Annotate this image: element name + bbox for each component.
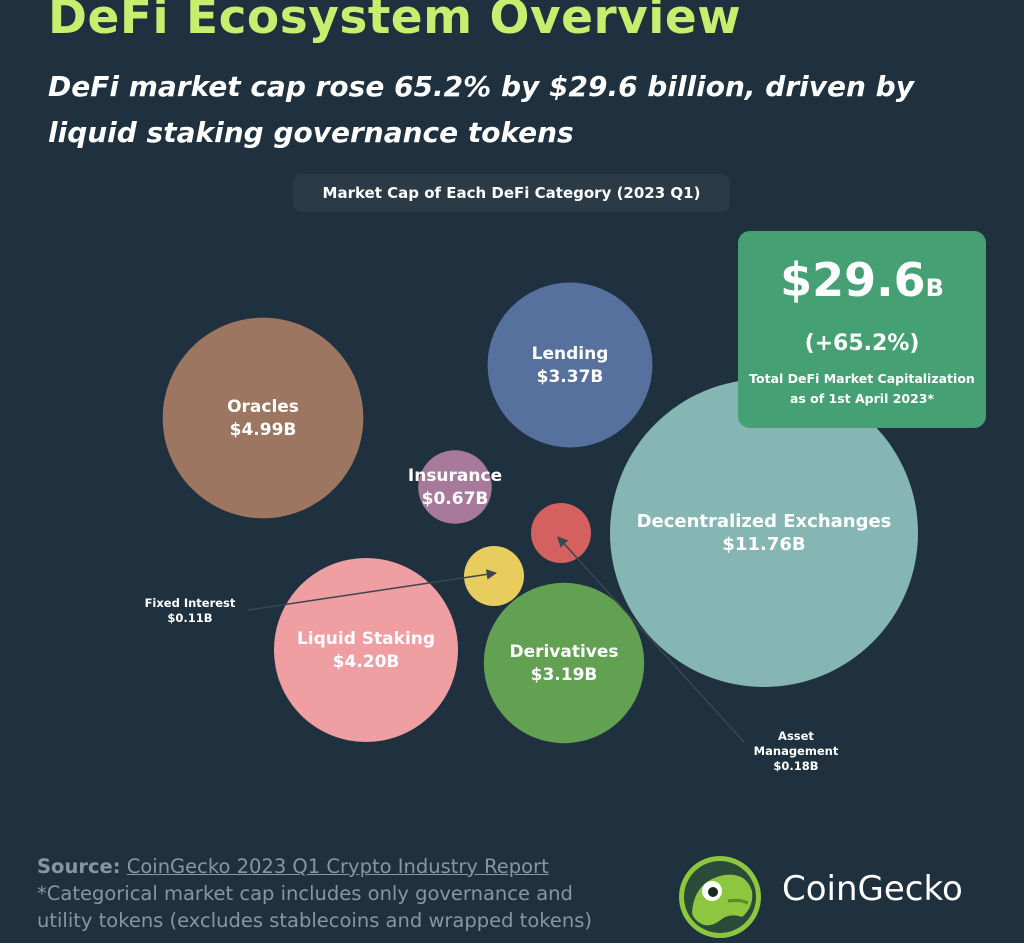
bubble-label-decentralized-exchanges: Decentralized Exchanges [637, 511, 892, 532]
bubble-lending [487, 282, 653, 448]
bubble-value-decentralized-exchanges: $11.76B [722, 534, 805, 555]
bubble-oracles [162, 317, 364, 519]
bubbles [162, 282, 918, 744]
bubble-value-liquid-staking: $4.20B [333, 652, 400, 672]
bubble-labels: Oracles $4.99B Lending $3.37B Insurance $0.67… [145, 344, 892, 773]
callout-asset-management-text: $0.18B [773, 759, 818, 773]
brand-name: CoinGecko [782, 869, 963, 909]
bubble-value-insurance: $0.67B [422, 489, 489, 509]
total-market-cap-card: $29.6B (+65.2%) Total DeFi Market Capita… [738, 231, 986, 428]
stat-caption-line2: as of 1st April 2023* [789, 391, 935, 406]
callout-line-fixed-interest [247, 569, 498, 611]
page-subtitle: DeFi market cap rose 65.2% by $29.6 bill… [48, 70, 914, 149]
stat-unit: B [925, 274, 944, 302]
bubble-label-insurance: Insurance [408, 466, 502, 486]
footnote-line1: *Categorical market cap includes only go… [37, 882, 573, 905]
bubble-asset-management [531, 503, 591, 563]
bubble-value-derivatives: $3.19B [531, 665, 598, 685]
bubble-label-derivatives: Derivatives [509, 642, 618, 662]
stat-value: $29.6 [780, 253, 926, 307]
bubble-label-liquid-staking: Liquid Staking [297, 629, 435, 649]
source-link[interactable]: CoinGecko 2023 Q1 Crypto Industry Report [126, 855, 549, 878]
page-title: DeFi Ecosystem Overview [48, 0, 742, 45]
bubble-label-oracles: Oracles [227, 397, 299, 417]
footnote-line2: utility tokens (excludes stablecoins and… [37, 909, 592, 932]
callout-fixed-interest-text: Fixed Interest [145, 596, 236, 610]
bubble-liquid-staking [273, 557, 459, 743]
bubble-label-lending: Lending [532, 344, 609, 364]
bubble-decentralized-exchanges [610, 379, 918, 687]
callout-line-asset-management [557, 536, 745, 743]
bubble-derivatives [483, 582, 645, 744]
stat-value-line: $29.6B [738, 253, 986, 307]
callout-lines [247, 536, 745, 743]
source-note: Source: CoinGecko 2023 Q1 Crypto Industr… [37, 853, 637, 934]
callout-asset-management-text: Asset [778, 729, 814, 743]
stat-caption-line1: Total DeFi Market Capitalization [749, 371, 975, 386]
coingecko-gecko-logo-icon [678, 855, 762, 939]
callout-fixed-interest-text: $0.11B [167, 611, 212, 625]
bubble-value-lending: $3.37B [537, 367, 604, 387]
stat-caption: Total DeFi Market Capitalization as of 1… [742, 369, 982, 409]
stat-change: (+65.2%) [804, 331, 920, 356]
source-line: Source: CoinGecko 2023 Q1 Crypto Industr… [37, 853, 637, 880]
callout-asset-management-text: Management [754, 744, 839, 758]
bubble-insurance [418, 450, 492, 524]
chart-title: Market Cap of Each DeFi Category (2023 Q… [293, 174, 730, 212]
source-label: Source: [37, 855, 121, 878]
bubble-value-oracles: $4.99B [230, 420, 297, 440]
